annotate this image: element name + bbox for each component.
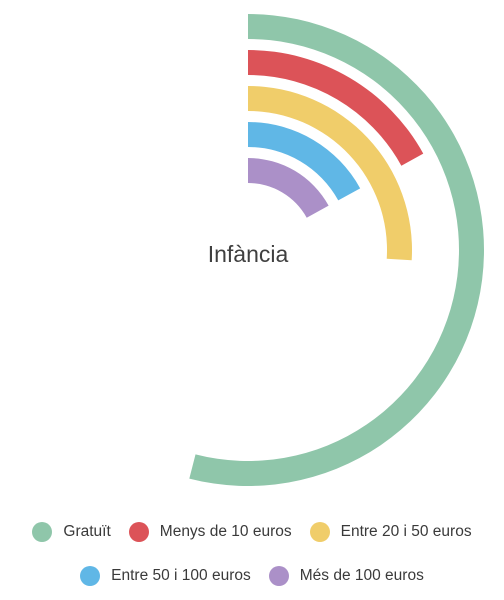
legend-item[interactable]: Més de 100 euros: [268, 566, 424, 586]
legend-item[interactable]: Menys de 10 euros: [128, 522, 292, 542]
legend-marker-icon: [128, 522, 149, 542]
legend-marker-icon: [309, 522, 330, 542]
legend-label: Entre 50 i 100 euros: [111, 567, 251, 584]
bar-menys-de-10-euros[interactable]: [248, 50, 424, 166]
chart-title: Infància: [208, 241, 289, 267]
legend-label: Menys de 10 euros: [159, 523, 292, 540]
bar-m-s-de-100-euros[interactable]: [248, 158, 329, 218]
legend-marker-icon: [32, 522, 53, 542]
legend-marker-icon: [268, 566, 289, 586]
bar-entre-20-i-50-euros[interactable]: [248, 86, 412, 261]
legend-row-1: Gratuït Menys de 10 euros Entre 20 i 50 eu…: [0, 522, 504, 542]
legend-label: Gratuït: [63, 523, 111, 540]
bars-group: [189, 14, 484, 486]
legend-item[interactable]: Entre 50 i 100 euros: [80, 566, 251, 586]
legend-item[interactable]: Entre 20 i 50 euros: [309, 522, 472, 542]
legend-label: Més de 100 euros: [299, 567, 424, 584]
radial-bar-chart: Infància: [189, 14, 484, 486]
legend-row-2: Entre 50 i 100 euros Més de 100 euros: [0, 566, 504, 586]
legend-item[interactable]: Gratuït: [32, 522, 111, 542]
bar-entre-50-i-100-euros[interactable]: [248, 122, 361, 201]
legend-label: Entre 20 i 50 euros: [340, 523, 472, 540]
legend-marker-icon: [80, 566, 101, 586]
